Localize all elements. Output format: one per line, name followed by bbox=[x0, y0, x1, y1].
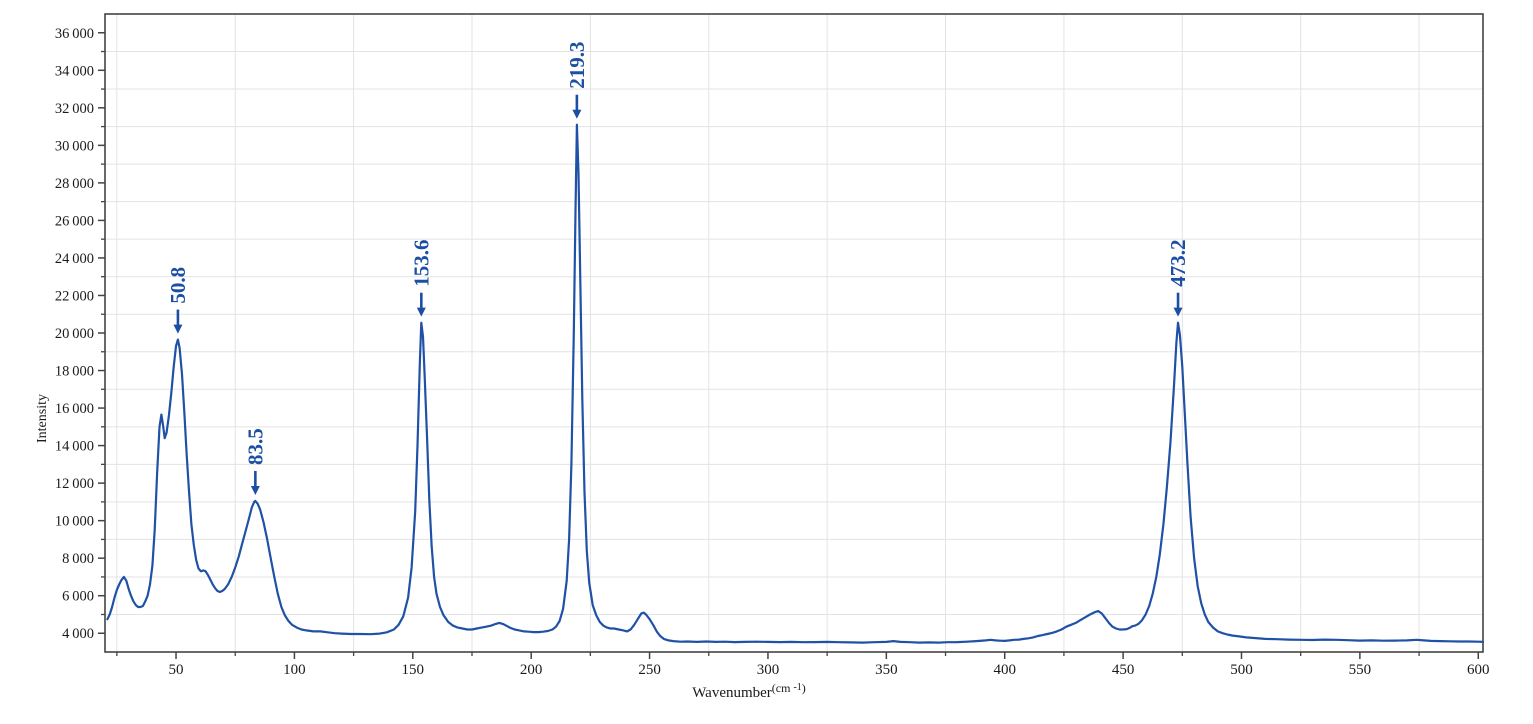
x-axis-tick-label: 600 bbox=[1467, 662, 1490, 678]
x-axis-tick-label: 50 bbox=[169, 662, 184, 678]
y-axis-tick-label: 8 000 bbox=[62, 551, 94, 567]
x-axis-tick-label: 350 bbox=[875, 662, 898, 678]
y-axis-tick-label: 22 000 bbox=[55, 288, 94, 304]
peak-arrow-head bbox=[416, 307, 426, 317]
y-axis-tick-label: 18 000 bbox=[55, 364, 94, 380]
y-axis-tick-label: 24 000 bbox=[55, 251, 94, 267]
y-axis-tick-label: 12 000 bbox=[55, 476, 94, 492]
x-axis-tick-label: 200 bbox=[520, 662, 543, 678]
x-axis-tick-label: 500 bbox=[1230, 662, 1253, 678]
y-axis-tick-label: 16 000 bbox=[55, 401, 94, 417]
y-axis-tick-label: 6 000 bbox=[62, 589, 94, 605]
y-axis-tick-label: 32 000 bbox=[55, 101, 94, 117]
x-axis-tick-label: 250 bbox=[638, 662, 661, 678]
peak-label-50.8: 50.8 bbox=[166, 267, 190, 304]
peak-label-219.3: 219.3 bbox=[565, 41, 589, 88]
y-axis-tick-label: 10 000 bbox=[55, 514, 94, 530]
y-axis-tick-label: 20 000 bbox=[55, 326, 94, 342]
x-axis-tick-label: 150 bbox=[402, 662, 425, 678]
y-axis-tick-label: 30 000 bbox=[55, 138, 94, 154]
peak-arrow-head bbox=[572, 109, 582, 119]
y-axis-tick-label: 14 000 bbox=[55, 439, 94, 455]
x-axis-tick-label: 300 bbox=[757, 662, 780, 678]
y-axis-tick-label: 4 000 bbox=[62, 626, 94, 642]
x-axis-tick-label: 100 bbox=[283, 662, 306, 678]
y-axis-tick-label: 36 000 bbox=[55, 26, 94, 42]
y-axis-title: Intensity bbox=[35, 394, 50, 443]
x-axis-title: Wavenumber(cm -1) bbox=[692, 681, 806, 701]
peak-arrow-head bbox=[173, 324, 183, 334]
peak-label-83.5: 83.5 bbox=[243, 428, 267, 465]
peak-arrow-head bbox=[250, 485, 260, 495]
x-axis-tick-label: 550 bbox=[1349, 662, 1372, 678]
data-line-spectrum bbox=[106, 123, 1485, 644]
y-axis-tick-label: 34 000 bbox=[55, 63, 94, 79]
x-axis-tick-label: 400 bbox=[993, 662, 1016, 678]
y-axis-tick-label: 26 000 bbox=[55, 213, 94, 229]
y-axis-tick-label: 28 000 bbox=[55, 176, 94, 192]
peak-label-473.2: 473.2 bbox=[1166, 239, 1190, 286]
peak-label-153.6: 153.6 bbox=[409, 239, 433, 286]
x-axis-tick-label: 450 bbox=[1112, 662, 1135, 678]
peak-arrow-head bbox=[1173, 307, 1183, 317]
